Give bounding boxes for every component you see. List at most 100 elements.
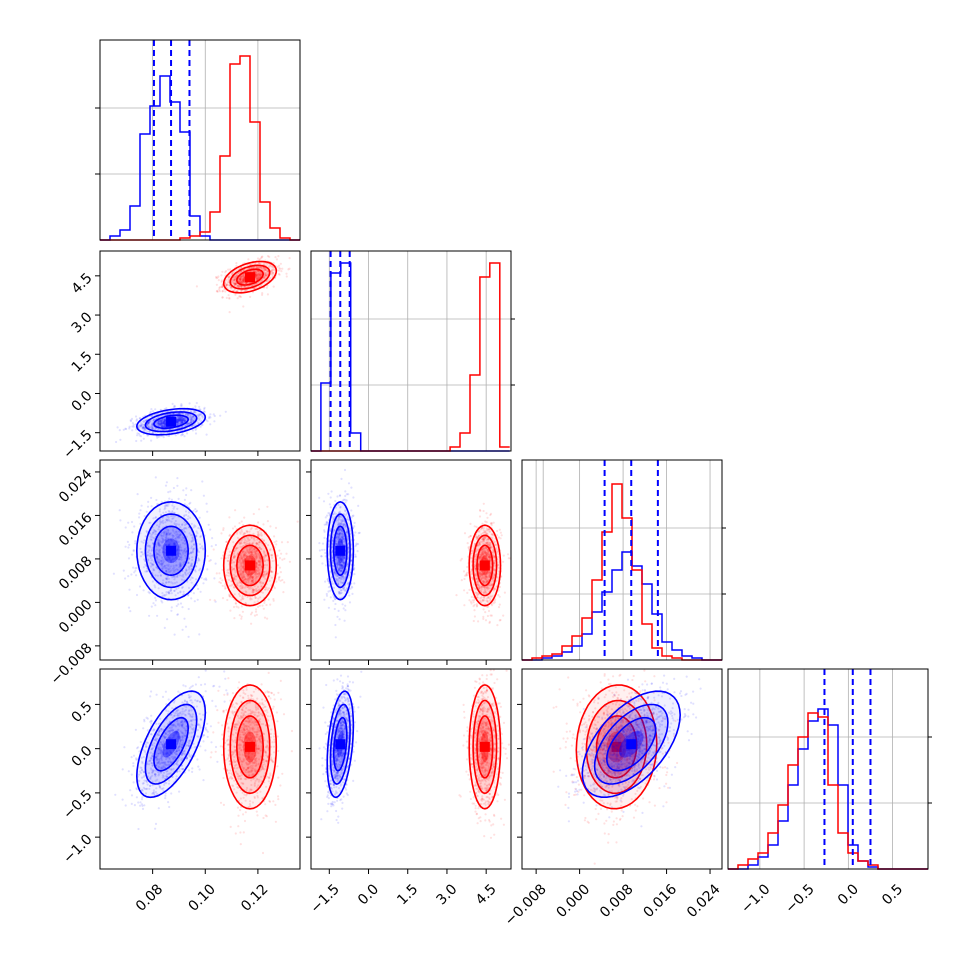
scatter-point xyxy=(255,274,258,277)
scatter-point xyxy=(176,592,180,595)
scatter-point xyxy=(258,564,261,567)
scatter-point xyxy=(256,275,259,278)
scatter-point xyxy=(244,539,247,542)
scatter-panel-p0-p1 xyxy=(95,250,301,456)
scatter-point xyxy=(180,421,184,424)
scatter-point xyxy=(131,422,134,425)
scatter-point xyxy=(182,549,186,552)
scatter-point xyxy=(264,274,268,277)
scatter-point xyxy=(249,556,252,560)
scatter-point xyxy=(218,572,221,575)
scatter-point xyxy=(197,414,200,417)
scatter-point xyxy=(245,529,248,533)
scatter-point xyxy=(177,558,180,561)
scatter-point xyxy=(184,573,188,576)
scatter-point xyxy=(156,553,159,556)
scatter-point xyxy=(215,572,218,575)
scatter-point xyxy=(170,592,173,595)
scatter-point xyxy=(233,575,237,578)
scatter-point xyxy=(233,284,237,287)
scatter-point xyxy=(492,521,495,524)
scatter-point xyxy=(225,283,228,286)
scatter-point xyxy=(248,530,251,533)
scatter-point xyxy=(259,274,262,277)
scatter-point xyxy=(186,422,189,425)
scatter-point xyxy=(260,257,263,260)
scatter-point xyxy=(179,419,182,422)
scatter-point xyxy=(232,541,235,544)
scatter-point xyxy=(486,588,489,591)
scatter-point xyxy=(258,604,261,607)
scatter-point xyxy=(139,522,142,525)
scatter-point xyxy=(163,419,166,422)
scatter-point xyxy=(191,550,194,554)
scatter-point xyxy=(147,424,150,427)
scatter-point xyxy=(240,552,243,555)
scatter-point xyxy=(203,407,206,411)
scatter-point xyxy=(233,561,236,564)
scatter-point xyxy=(170,538,173,541)
scatter-point xyxy=(163,594,166,597)
scatter-point xyxy=(163,626,166,630)
scatter-point xyxy=(230,566,233,569)
scatter-point xyxy=(156,422,159,425)
scatter-point xyxy=(502,554,505,557)
scatter-point xyxy=(242,279,245,282)
scatter-point xyxy=(213,414,216,418)
scatter-point xyxy=(234,564,237,567)
scatter-point xyxy=(248,555,251,558)
scatter-point xyxy=(251,591,254,594)
scatter-point xyxy=(487,609,491,613)
scatter-point xyxy=(160,420,163,423)
scatter-point xyxy=(230,287,233,290)
scatter-point xyxy=(150,505,153,508)
scatter-point xyxy=(239,573,242,576)
scatter-point xyxy=(233,567,236,571)
scatter-point xyxy=(249,597,252,600)
scatter-point xyxy=(233,577,236,580)
scatter-point xyxy=(264,273,267,276)
scatter-point xyxy=(177,422,180,425)
scatter-point xyxy=(161,557,164,560)
scatter-point xyxy=(234,275,238,278)
scatter-point xyxy=(242,597,245,600)
scatter-point xyxy=(173,589,176,592)
scatter-point xyxy=(241,610,244,613)
scatter-point xyxy=(171,511,174,514)
scatter-point xyxy=(154,408,157,411)
scatter-point xyxy=(255,542,258,545)
scatter-point xyxy=(190,539,193,543)
scatter-point xyxy=(183,417,186,420)
scatter-point xyxy=(164,424,167,427)
scatter-point xyxy=(250,551,253,554)
scatter-point xyxy=(173,633,176,636)
scatter-point xyxy=(277,255,280,258)
scatter-point xyxy=(281,578,284,582)
scatter-point xyxy=(215,277,218,280)
scatter-point xyxy=(231,278,234,281)
scatter-point xyxy=(177,419,180,422)
scatter-point xyxy=(269,265,272,268)
scatter-point xyxy=(253,557,256,561)
scatter-point xyxy=(159,423,162,426)
scatter-point xyxy=(256,273,260,276)
scatter-point xyxy=(224,284,228,287)
scatter-point xyxy=(158,544,161,547)
scatter-point xyxy=(257,266,260,269)
scatter-point xyxy=(155,413,158,416)
scatter-point xyxy=(257,566,260,569)
scatter-point xyxy=(258,529,261,532)
scatter-point xyxy=(502,560,505,563)
scatter-point xyxy=(145,570,149,573)
scatter-point xyxy=(240,557,243,560)
scatter-point xyxy=(258,560,261,563)
scatter-point xyxy=(143,515,146,518)
scatter-point xyxy=(161,418,164,421)
scatter-point xyxy=(177,523,181,526)
scatter-point xyxy=(221,289,224,293)
scatter-point xyxy=(162,424,165,427)
scatter-point xyxy=(235,283,238,286)
scatter-point xyxy=(181,593,185,596)
scatter-point xyxy=(232,567,236,570)
scatter-point xyxy=(189,534,193,537)
